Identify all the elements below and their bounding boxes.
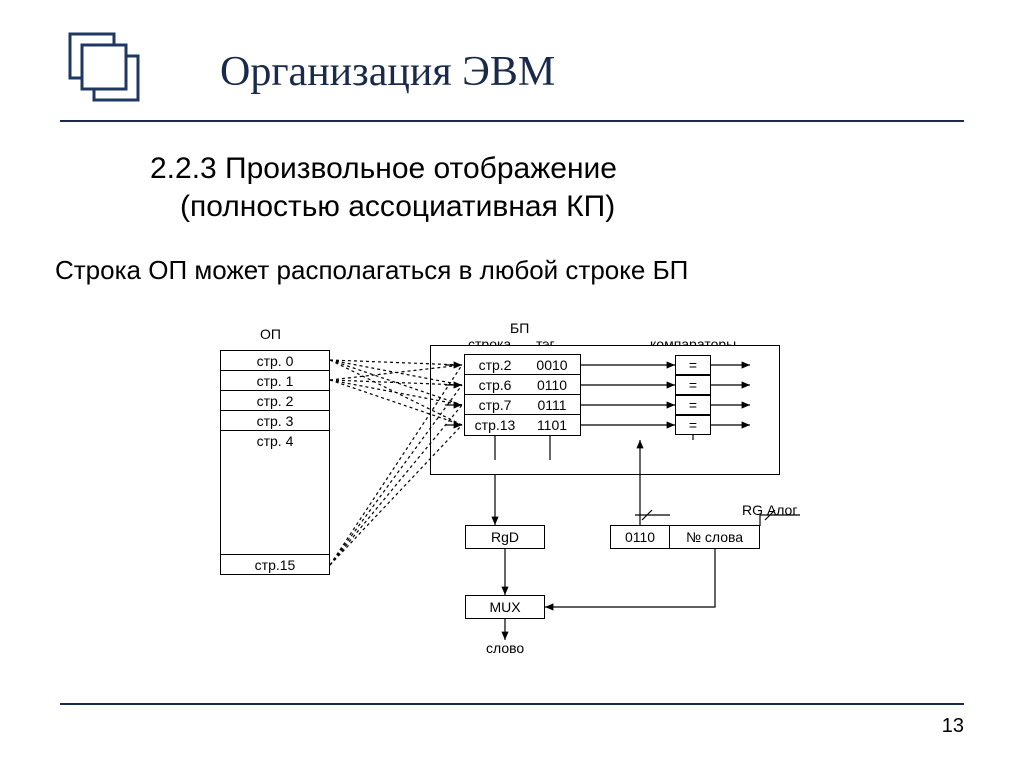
addr-tag-box: 0110 (610, 525, 670, 549)
comparator-box: = (675, 355, 711, 375)
bp-tag-cell: 0110 (525, 375, 580, 395)
bp-line-cell: стр.7 (465, 395, 525, 415)
comparator-box: = (675, 375, 711, 395)
bp-col-line: стр.2стр.6стр.7стр.13 (465, 355, 525, 435)
bp-col-tag: 0010011001111101 (525, 355, 580, 435)
op-row: стр. 2 (221, 391, 329, 411)
bp-line-cell: стр.13 (465, 415, 525, 435)
op-box: стр. 0стр. 1стр. 2стр. 3стр. 4 стр.15 (220, 350, 330, 575)
op-row: стр. 3 (221, 411, 329, 431)
rgd-box: RgD (465, 525, 545, 549)
comparator-box: = (675, 415, 711, 435)
op-row: стр. 4 (221, 431, 329, 451)
divider-bottom (60, 703, 964, 705)
logo-icon (60, 28, 152, 125)
op-row: стр. 0 (221, 351, 329, 371)
divider-top (60, 120, 964, 122)
op-label: ОП (260, 326, 281, 342)
bp-tag-cell: 1101 (525, 415, 580, 435)
page-title: Организация ЭВМ (220, 48, 555, 96)
bp-label: БП (510, 320, 529, 336)
bp-tag-cell: 0111 (525, 395, 580, 415)
addr-word-box: № слова (670, 525, 760, 549)
op-row: стр. 1 (221, 371, 329, 391)
addr-word-label: № слова (686, 529, 743, 545)
diagram: ОП БП строка тэг компараторы RG Алог сло… (190, 320, 870, 680)
page-number: 13 (942, 715, 964, 738)
bp-tag-cell: 0010 (525, 355, 580, 375)
subtitle-line1: 2.2.3 Произвольное отображение (150, 150, 617, 188)
mux-box: MUX (465, 595, 545, 619)
section-subtitle: 2.2.3 Произвольное отображение (полность… (150, 150, 617, 225)
bp-line-cell: стр.6 (465, 375, 525, 395)
rgd-label: RgD (491, 529, 519, 545)
mux-label: MUX (489, 599, 520, 615)
bp-line-cell: стр.2 (465, 355, 525, 375)
word-out-label: слово (486, 640, 524, 656)
comparator-box: = (675, 395, 711, 415)
rg-alog-label: RG Алог (742, 502, 797, 518)
subtitle-line2: (полностью ассоциативная КП) (180, 188, 617, 226)
addr-tag-val: 0110 (625, 529, 655, 545)
body-text: Строка ОП может располагаться в любой ст… (55, 255, 688, 286)
op-last-row: стр.15 (221, 554, 329, 574)
